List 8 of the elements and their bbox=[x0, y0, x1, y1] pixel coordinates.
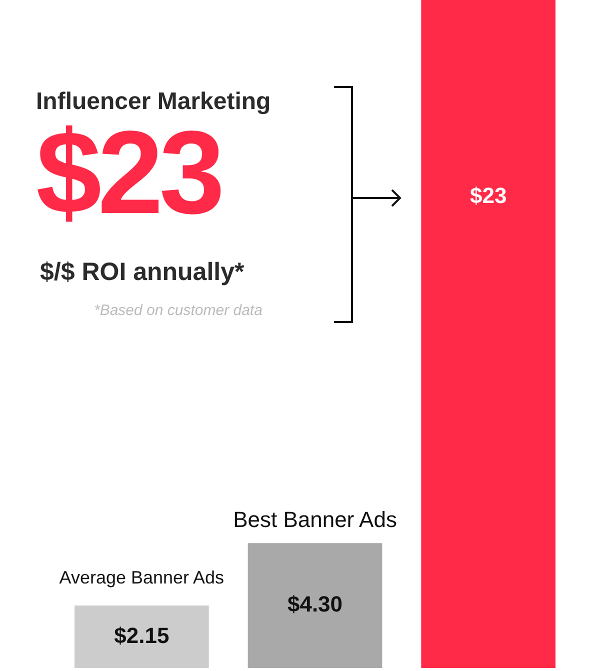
x-tick-label: Best Banner Ads bbox=[233, 507, 397, 532]
data-label: $23 bbox=[470, 183, 507, 208]
data-label: $2.15 bbox=[114, 622, 170, 648]
annotation: Influencer Marketing bbox=[36, 88, 271, 116]
data-label: $4.30 bbox=[287, 592, 343, 617]
annotation: *Based on customer data bbox=[94, 302, 262, 319]
annotation: $/$ ROI annually* bbox=[40, 258, 244, 287]
x-tick-label: Average Banner Ads bbox=[59, 568, 224, 588]
